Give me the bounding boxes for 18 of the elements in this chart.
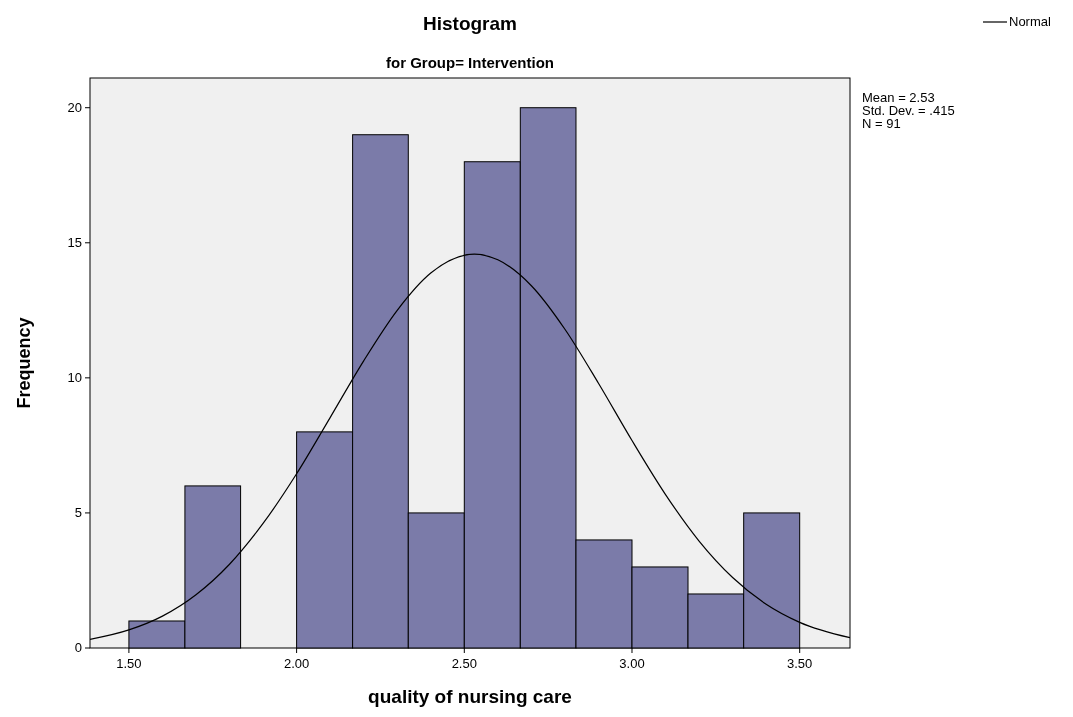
x-tick-label: 1.50 <box>116 656 142 671</box>
y-tick-label: 10 <box>67 369 82 385</box>
y-tick-label: 20 <box>67 99 82 115</box>
x-tick-label: 3.50 <box>787 656 813 671</box>
y-tick-label: 0 <box>74 640 82 655</box>
chart-title: Histogram <box>423 13 517 34</box>
x-tick-label: 2.50 <box>451 656 477 671</box>
chart-subtitle: for Group= Intervention <box>386 54 554 71</box>
y-axis-title: Frequency <box>14 317 34 409</box>
y-tick-label: 5 <box>74 504 82 520</box>
y-tick-label: 15 <box>67 234 82 250</box>
text: N = 91 <box>862 116 901 131</box>
x-tick-label: 3.00 <box>619 656 645 671</box>
legend-label: Normal <box>1009 14 1052 29</box>
x-axis-title: quality of nursing care <box>368 686 572 707</box>
text: Mean = 2.53 <box>862 90 935 105</box>
x-tick-label: 2.00 <box>283 656 310 671</box>
text: Std. Dev. = .415 <box>862 103 955 118</box>
